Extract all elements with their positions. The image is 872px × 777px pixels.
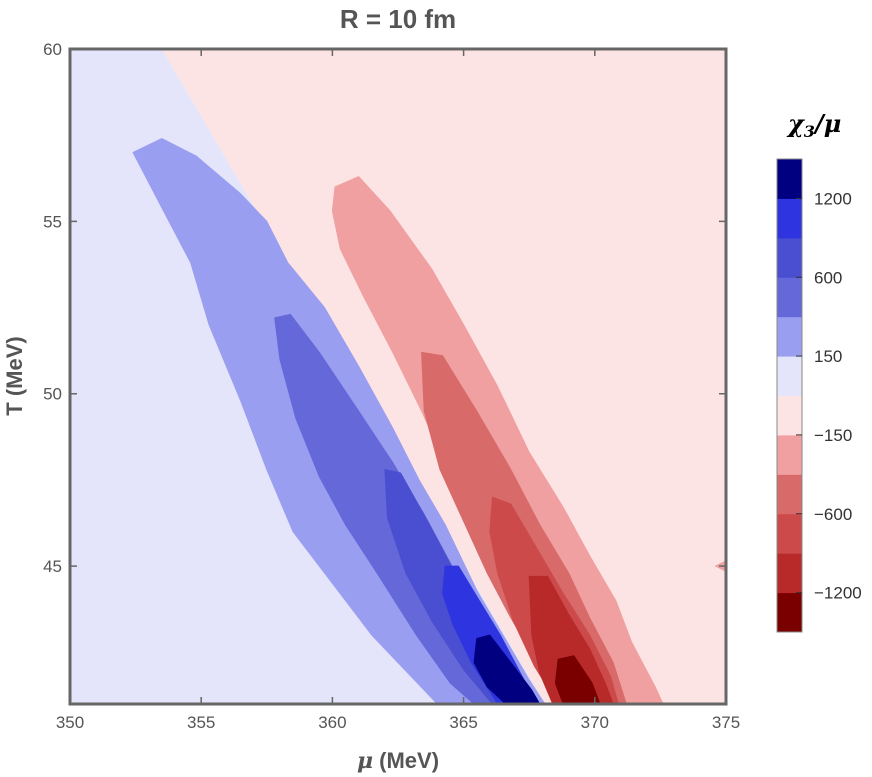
plot-frame [68, 47, 728, 706]
contour-neg-max [554, 655, 601, 704]
contour-neg-1200 [528, 575, 614, 704]
colorbar-tick-label: 600 [814, 268, 842, 287]
y-tick-label: 60 [43, 40, 62, 59]
y-tick-label: 50 [43, 385, 62, 404]
y-axis: 45 50 55 60 [43, 40, 726, 576]
colorbar-swatch [777, 277, 802, 318]
colorbar-swatch [777, 356, 802, 396]
colorbar-swatch [777, 434, 802, 475]
x-tick-label: 375 [712, 713, 740, 732]
y-tick-label: 45 [43, 557, 62, 576]
colorbar: −1200 −600 −150 150 600 1200 [776, 158, 862, 633]
colorbar-swatch [777, 553, 802, 594]
chart-title: R = 10 fm [340, 4, 456, 34]
x-axis-title: μ (MeV) [357, 748, 439, 774]
y-tick-label: 55 [43, 212, 62, 231]
colorbar-tick-label: −600 [814, 505, 852, 524]
colorbar-tick-label: −1200 [814, 584, 862, 603]
x-tick-label: 365 [449, 713, 477, 732]
colorbar-swatch [777, 159, 802, 199]
colorbar-title: χ3/μ [786, 109, 841, 141]
colorbar-swatch [777, 198, 802, 239]
contour-regions [132, 138, 726, 704]
colorbar-tick-label: −150 [814, 426, 852, 445]
colorbar-swatch [777, 513, 802, 554]
colorbar-swatch [777, 592, 802, 633]
plot-area [70, 49, 726, 704]
colorbar-swatch [777, 395, 802, 436]
colorbar-tick-label: 150 [814, 347, 842, 366]
y-axis-title: T (MeV) [2, 336, 27, 415]
colorbar-tick-label: 1200 [814, 189, 852, 208]
colorbar-frame [776, 158, 803, 633]
colorbar-swatch [777, 237, 802, 278]
colorbar-swatch [777, 316, 802, 357]
x-tick-label: 355 [187, 713, 215, 732]
contour-pos-max [473, 634, 541, 704]
colorbar-swatch [777, 474, 802, 515]
x-tick-label: 370 [581, 713, 609, 732]
x-axis: 350 355 360 365 370 375 [56, 49, 740, 732]
x-tick-label: 350 [56, 713, 84, 732]
x-tick-label: 360 [318, 713, 346, 732]
contour-neg-150 [331, 176, 664, 704]
